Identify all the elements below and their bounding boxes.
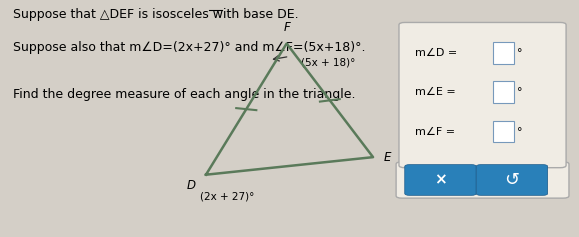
Text: m∠F =: m∠F =: [415, 127, 459, 137]
Text: ↺: ↺: [504, 171, 519, 189]
Text: °: °: [516, 87, 522, 97]
Text: m∠D =: m∠D =: [415, 48, 461, 58]
Text: F: F: [283, 21, 290, 34]
Text: °: °: [516, 127, 522, 137]
FancyBboxPatch shape: [476, 165, 548, 195]
FancyBboxPatch shape: [493, 42, 514, 64]
Text: (2x + 27)°: (2x + 27)°: [200, 191, 255, 201]
FancyBboxPatch shape: [405, 165, 476, 195]
Text: ×: ×: [434, 173, 447, 187]
Text: Suppose that △DEF is isosceles with base DE.: Suppose that △DEF is isosceles with base…: [13, 9, 299, 21]
Text: Find the degree measure of each angle in the triangle.: Find the degree measure of each angle in…: [13, 88, 356, 101]
FancyBboxPatch shape: [396, 162, 569, 198]
Text: °: °: [516, 48, 522, 58]
Text: Suppose also that m∠D=(2x+27)° and m∠F=(5x+18)°.: Suppose also that m∠D=(2x+27)° and m∠F=(…: [13, 41, 365, 54]
FancyBboxPatch shape: [493, 121, 514, 142]
Text: (5x + 18)°: (5x + 18)°: [301, 58, 356, 68]
FancyBboxPatch shape: [493, 82, 514, 103]
Text: D: D: [186, 179, 196, 192]
Text: E: E: [383, 151, 391, 164]
Text: m∠E =: m∠E =: [415, 87, 459, 97]
FancyBboxPatch shape: [399, 23, 566, 168]
